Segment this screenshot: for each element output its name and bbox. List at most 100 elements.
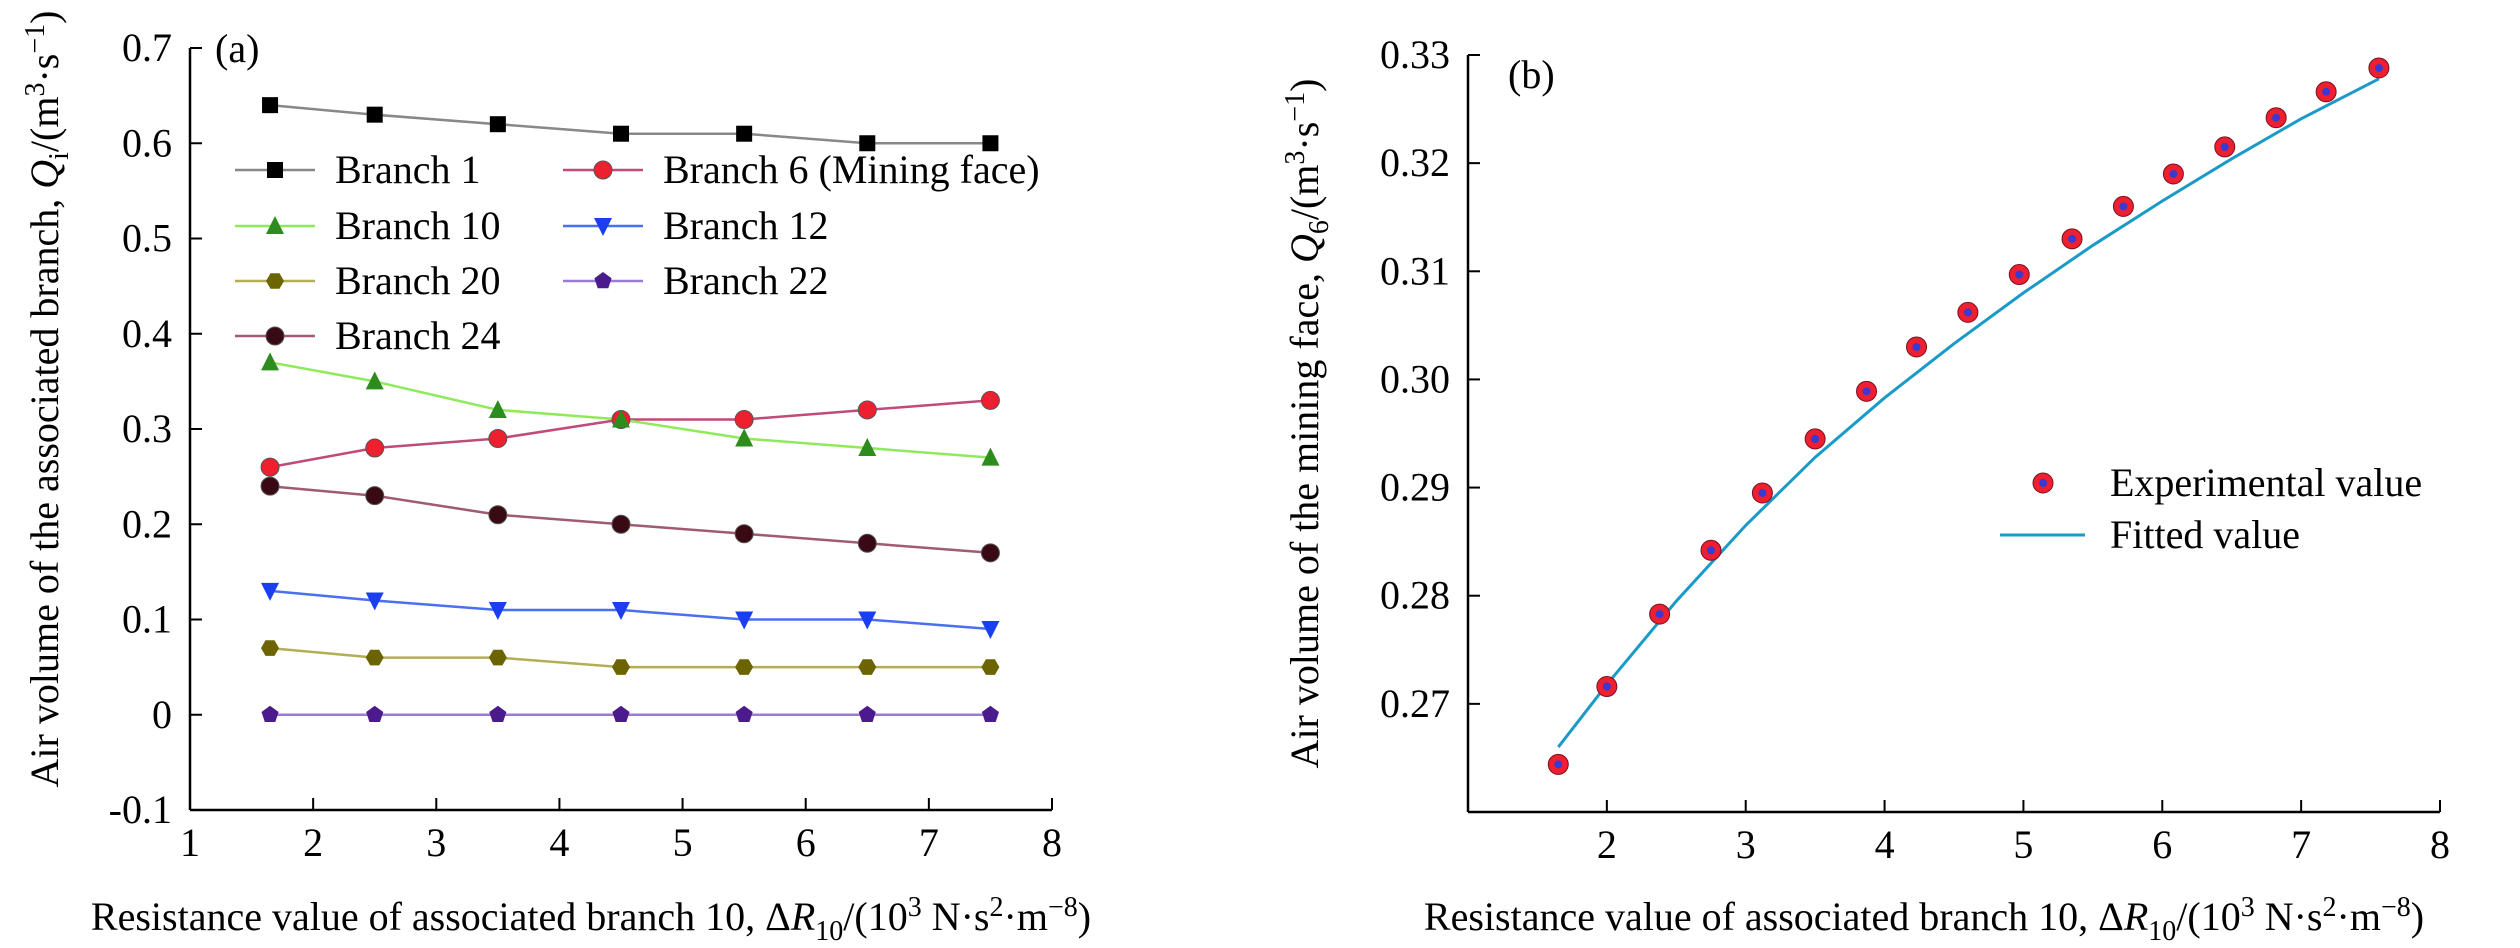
- y-tick-label: 0.31: [1380, 248, 1450, 293]
- x-tick-label: 6: [796, 820, 816, 865]
- data-point: [735, 659, 754, 675]
- y-tick-label: 0.30: [1380, 356, 1450, 401]
- x-tick-label: 6: [2152, 822, 2172, 867]
- data-point-center: [1554, 760, 1563, 769]
- data-point: [366, 705, 384, 722]
- data-point-center: [1912, 342, 1921, 351]
- legend-label: Branch 24: [335, 313, 501, 358]
- x-tick-label: 8: [1042, 820, 1062, 865]
- x-tick-label: 3: [1736, 822, 1756, 867]
- data-point-center: [1811, 434, 1820, 443]
- data-point: [488, 429, 508, 449]
- legend-label: Branch 6 (Mining face): [663, 147, 1040, 192]
- y-axis-label: Air volume of the mining face, Q6/(m3·s−…: [1280, 79, 1335, 769]
- x-tick-label: 5: [2013, 822, 2033, 867]
- y-tick-label: 0.3: [122, 406, 172, 451]
- data-point: [612, 601, 630, 620]
- y-tick-label: 0.28: [1380, 573, 1450, 618]
- data-point: [612, 409, 630, 428]
- legend-marker: [266, 273, 284, 289]
- x-tick-label: 2: [303, 820, 323, 865]
- data-point: [981, 447, 1000, 466]
- y-tick-label: 0.33: [1380, 32, 1450, 77]
- data-point: [734, 524, 754, 544]
- x-tick-label: 2: [1597, 822, 1617, 867]
- legend-marker: [267, 162, 283, 178]
- data-point-center: [1758, 488, 1767, 497]
- data-point: [858, 705, 876, 722]
- data-point: [488, 601, 507, 620]
- legend-marker: [594, 272, 612, 289]
- panel-label: (a): [215, 26, 259, 71]
- data-point: [980, 390, 1000, 410]
- y-tick-label: 0.7: [122, 25, 172, 70]
- legend-label: Branch 1: [335, 147, 481, 192]
- data-point: [613, 125, 629, 142]
- data-point: [735, 428, 754, 447]
- y-axis-label: Air volume of the associated branch, Qi/…: [20, 11, 75, 788]
- x-tick-label: 4: [549, 820, 569, 865]
- data-point: [261, 640, 279, 656]
- data-point: [735, 611, 754, 630]
- data-point-center: [2220, 142, 2229, 151]
- x-axis-label: Resistance value of associated branch 10…: [1424, 892, 2424, 947]
- data-point: [859, 135, 876, 152]
- data-point: [734, 409, 754, 429]
- data-point: [981, 621, 1000, 640]
- y-tick-label: 0.4: [122, 311, 172, 356]
- data-point: [365, 649, 384, 666]
- data-point: [489, 705, 507, 722]
- data-point: [981, 705, 999, 722]
- legend-label: Branch 22: [663, 258, 829, 303]
- data-point-center: [1602, 682, 1611, 691]
- x-tick-label: 1: [180, 820, 200, 865]
- data-point-center: [2272, 113, 2281, 122]
- data-point-center: [2119, 202, 2128, 211]
- data-point: [262, 97, 279, 114]
- data-point: [365, 592, 384, 611]
- chart-panel-b: 2 3 4 5 6 7 8 0.27 0.28 0.29 0.30 0.31 0.32 0.33 (b) Re…: [1280, 32, 2450, 947]
- legend-marker: [265, 326, 285, 346]
- legend-label: Experimental value: [2110, 460, 2422, 505]
- y-tick-label: 0.6: [122, 120, 172, 165]
- fitted-curve: [1557, 77, 2380, 749]
- data-point: [366, 106, 383, 123]
- data-point: [488, 505, 508, 525]
- data-point: [365, 486, 385, 506]
- data-point: [736, 125, 753, 142]
- data-point: [981, 659, 1000, 675]
- x-axis-label: Resistance value of associated branch 10…: [91, 892, 1091, 947]
- y-tick-label: 0.5: [122, 216, 172, 261]
- legend-marker-center: [2039, 479, 2047, 487]
- data-point-center: [1655, 610, 1664, 619]
- data-point-center: [1963, 308, 1972, 317]
- data-point: [611, 514, 631, 534]
- data-point: [261, 582, 280, 601]
- x-tick-label: 5: [673, 820, 693, 865]
- y-tick-label: 0.29: [1380, 465, 1450, 510]
- legend-marker: [594, 218, 612, 236]
- y-tick-label: 0.2: [122, 501, 172, 546]
- y-tick-label: -0.1: [109, 787, 172, 832]
- data-point: [858, 611, 877, 630]
- data-point: [488, 399, 507, 418]
- data-point: [982, 135, 999, 152]
- panel-label: (b): [1508, 52, 1555, 97]
- data-point: [489, 116, 506, 133]
- data-point-center: [1707, 546, 1715, 555]
- data-point: [365, 438, 385, 458]
- data-point: [261, 705, 279, 722]
- x-tick-label: 7: [2291, 822, 2311, 867]
- data-point: [857, 533, 877, 553]
- data-point: [980, 543, 1000, 563]
- y-tick-label: 0.27: [1380, 681, 1450, 726]
- data-point: [260, 476, 280, 496]
- data-point: [858, 659, 877, 675]
- data-point-center: [2322, 87, 2331, 96]
- data-point: [735, 705, 753, 722]
- data-point: [488, 649, 507, 666]
- legend-marker: [266, 216, 284, 234]
- data-point-center: [1862, 387, 1871, 396]
- data-point: [857, 400, 877, 420]
